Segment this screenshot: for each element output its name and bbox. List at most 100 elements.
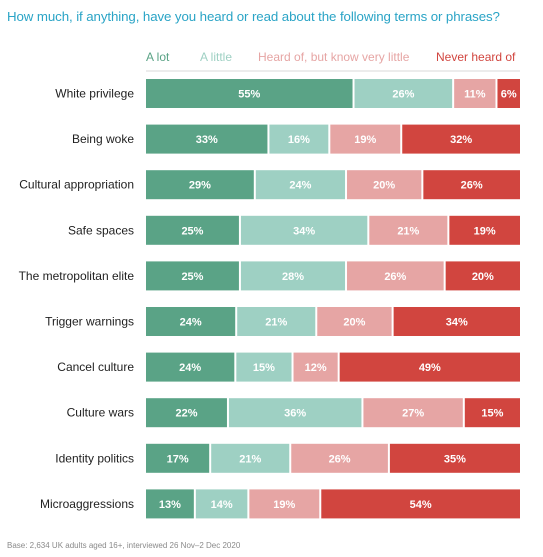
bar-segment (497, 79, 520, 108)
data-label: 35% (444, 453, 466, 465)
bar-segment (339, 352, 520, 382)
bar-segment (330, 124, 401, 154)
data-label: 20% (373, 180, 395, 192)
bar-row: White privilege 55% 26% 11% 6% (55, 79, 520, 108)
bar-row: Being woke 33% 16% 19% 32% (72, 124, 520, 154)
data-label: 21% (239, 453, 261, 465)
category-label: The metropolitan elite (19, 269, 135, 283)
data-label: 55% (238, 89, 260, 101)
bar-segment (146, 398, 227, 428)
bar-segment (454, 79, 496, 108)
data-label: 15% (481, 408, 503, 420)
bar-segment (269, 124, 329, 154)
category-label: Being woke (72, 132, 134, 146)
bar-segment (369, 215, 448, 245)
bar-segment (211, 443, 290, 473)
data-label: 20% (472, 271, 494, 283)
data-label: 24% (180, 317, 202, 329)
bar-segment (146, 124, 268, 154)
bar-segment (146, 443, 210, 473)
chart-rows: White privilege 55% 26% 11% 6% Being woke 33% 1… (19, 79, 520, 519)
bar-row: Trigger warnings 24% 21% 20% 34% (45, 307, 520, 336)
bar-row: Cancel culture 24% 15% 12% 49% (57, 352, 520, 382)
data-label: 28% (282, 271, 304, 283)
data-label: 26% (461, 180, 483, 192)
bar-segment (195, 489, 248, 519)
bar-segment (146, 215, 239, 245)
bar-segment (236, 352, 292, 382)
data-label: 22% (175, 408, 197, 420)
data-label: 19% (354, 134, 376, 146)
bar-segment (354, 79, 453, 108)
bar-row: Cultural appropriation 29% 24% 20% 26% (19, 170, 520, 200)
bar-segment (423, 170, 520, 200)
data-label: 26% (384, 271, 406, 283)
data-label: 16% (288, 134, 310, 146)
data-label: 36% (284, 408, 306, 420)
data-label: 13% (159, 499, 181, 511)
bar-segment (317, 307, 392, 336)
bar-segment (464, 398, 520, 428)
bar-segment (293, 352, 338, 382)
data-label: 24% (179, 362, 201, 374)
bar-segment (347, 261, 444, 291)
chart-note: Base: 2,634 UK adults aged 16+, intervie… (7, 541, 241, 550)
data-label: 19% (474, 225, 496, 237)
bar-row: Culture wars 22% 36% 27% 15% (67, 398, 520, 428)
category-label: Microaggressions (40, 497, 134, 511)
bar-segment (402, 124, 520, 154)
bar-segment (389, 443, 520, 473)
bar-segment (445, 261, 520, 291)
data-label: 19% (273, 499, 295, 511)
data-label: 49% (419, 362, 441, 374)
bar-segment (146, 170, 254, 200)
category-label: White privilege (55, 87, 134, 101)
legend: A lot A little Heard of, but know very lit… (146, 50, 516, 64)
data-label: 29% (189, 180, 211, 192)
data-label: 6% (501, 89, 517, 101)
bar-segment (347, 170, 422, 200)
bar-segment (249, 489, 320, 519)
data-label: 34% (446, 317, 468, 329)
data-label: 27% (402, 408, 424, 420)
legend-item-2: Heard of, but know very little (258, 50, 410, 64)
category-label: Cancel culture (57, 360, 134, 374)
bar-row: Safe spaces 25% 34% 21% 19% (68, 215, 520, 245)
category-label: Culture wars (67, 406, 134, 420)
bar-segment (291, 443, 388, 473)
bar-segment (146, 79, 353, 108)
data-label: 15% (253, 362, 275, 374)
data-label: 11% (464, 89, 486, 101)
data-label: 17% (167, 453, 189, 465)
category-label: Trigger warnings (45, 315, 134, 329)
data-label: 34% (293, 225, 315, 237)
bar-segment (146, 352, 235, 382)
data-label: 14% (211, 499, 233, 511)
data-label: 24% (289, 180, 311, 192)
bar-segment (228, 398, 362, 428)
bar-segment (321, 489, 520, 519)
bar-segment (449, 215, 520, 245)
data-label: 26% (392, 89, 414, 101)
data-label: 20% (343, 317, 365, 329)
bar-segment (240, 215, 368, 245)
data-label: 54% (410, 499, 432, 511)
data-label: 21% (397, 225, 419, 237)
bar-segment (393, 307, 520, 336)
bar-segment (363, 398, 463, 428)
data-label: 33% (196, 134, 218, 146)
bar-segment (146, 307, 236, 336)
category-label: Cultural appropriation (19, 178, 134, 192)
category-label: Safe spaces (68, 223, 134, 237)
chart-title: How much, if anything, have you heard or… (7, 9, 500, 24)
legend-item-0: A lot (146, 50, 170, 64)
data-label: 26% (329, 453, 351, 465)
bar-segment (255, 170, 346, 200)
bar-row: Microaggressions 13% 14% 19% 54% (40, 489, 520, 519)
bar-segment (237, 307, 316, 336)
data-label: 25% (181, 271, 203, 283)
bar-row: Identity politics 17% 21% 26% 35% (55, 443, 520, 473)
data-label: 12% (305, 362, 327, 374)
data-label: 25% (181, 225, 203, 237)
legend-item-1: A little (200, 50, 232, 64)
